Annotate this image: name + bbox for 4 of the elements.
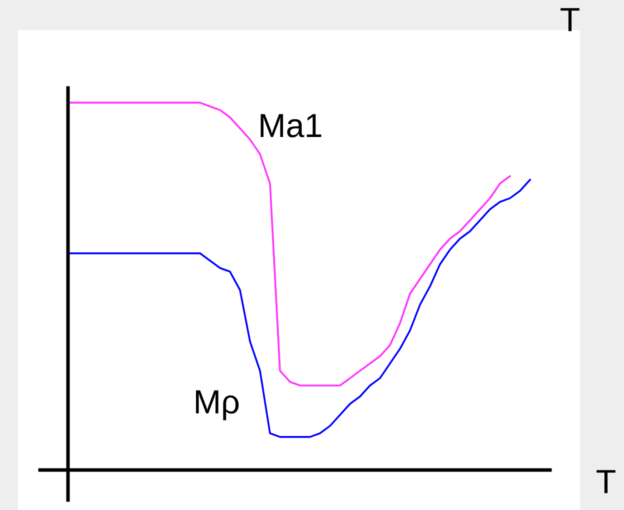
text: T [596, 470, 616, 494]
series-label: Ma1 [260, 114, 322, 138]
series-label: Mρ [196, 390, 239, 420]
text: T [560, 8, 580, 32]
